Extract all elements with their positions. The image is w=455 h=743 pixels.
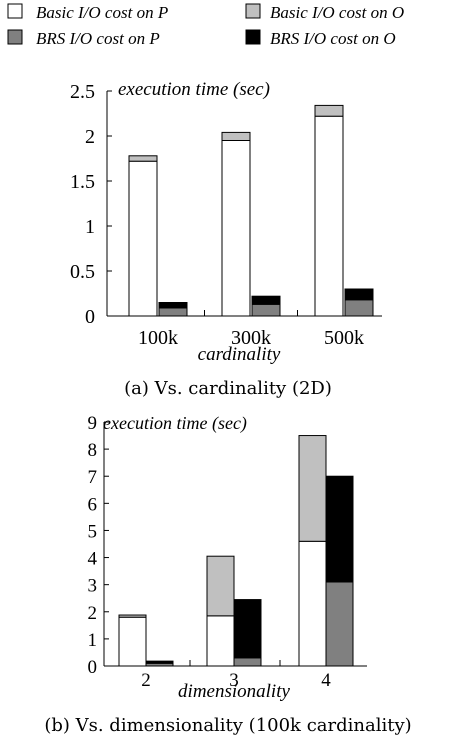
- y-tick-label: 1.5: [70, 171, 95, 193]
- y-tick-label: 3: [88, 576, 98, 597]
- legend-label-brs-p: BRS I/O cost on P: [36, 29, 160, 48]
- caption-b: (b) Vs. dimensionality (100k cardinality…: [44, 715, 411, 736]
- chart-dimensionality: execution time (sec) dimensionality (b) …: [44, 413, 411, 736]
- legend-swatch-brs-o: [245, 29, 261, 45]
- y-tick-label: 6: [88, 494, 98, 515]
- bar-brs-p-4: [325, 581, 354, 667]
- x-tick-label: 3: [229, 670, 239, 691]
- x-tick-label: 500k: [324, 327, 364, 349]
- bar-basic-o-300k: [221, 131, 251, 141]
- legend-item-brs-p: BRS I/O cost on P: [7, 29, 160, 48]
- bar-brs-o-2: [145, 660, 174, 664]
- legend-swatch-basic-p: [7, 3, 23, 19]
- bar-basic-o-4: [298, 435, 327, 542]
- y-tick-label: 0.5: [70, 261, 95, 283]
- legend-swatch-brs-p: [7, 29, 23, 45]
- caption-a: (a) Vs. cardinality (2D): [124, 378, 332, 399]
- bar-basic-o-2: [118, 614, 147, 618]
- bar-brs-o-3: [233, 599, 262, 659]
- legend-label-basic-p: Basic I/O cost on P: [36, 3, 168, 22]
- xlabel-a: cardinality: [198, 344, 281, 365]
- bar-basic-p-2: [118, 616, 147, 667]
- bar-basic-o-500k: [314, 104, 344, 117]
- bar-brs-o-300k: [251, 295, 281, 305]
- legend: Basic I/O cost on P Basic I/O cost on O …: [7, 3, 404, 48]
- bar-brs-p-3: [233, 657, 262, 667]
- bar-basic-p-3: [206, 615, 235, 667]
- x-tick-label: 2: [141, 670, 151, 691]
- y-tick-label: 8: [88, 440, 98, 461]
- y-tick-label: 2: [88, 603, 98, 624]
- bar-brs-p-300k: [251, 303, 281, 317]
- y-tick-label: 7: [88, 467, 98, 488]
- bar-basic-o-100k: [128, 155, 158, 162]
- legend-swatch-basic-o: [245, 3, 261, 19]
- bar-basic-p-100k: [128, 160, 158, 317]
- y-tick-label: 1: [85, 216, 95, 238]
- ylabel-a: execution time (sec): [118, 79, 270, 100]
- y-tick-label: 0: [88, 657, 98, 678]
- bar-basic-p-4: [298, 540, 327, 667]
- y-tick-label: 4: [88, 549, 98, 570]
- y-tick-label: 9: [88, 413, 98, 434]
- bar-brs-o-100k: [158, 302, 188, 309]
- y-tick-label: 1: [88, 630, 98, 651]
- xlabel-b: dimensionality: [178, 681, 290, 702]
- legend-item-brs-o: BRS I/O cost on O: [245, 29, 396, 48]
- y-tick-label: 2: [85, 126, 95, 148]
- y-tick-label: 2.5: [70, 81, 95, 103]
- bar-basic-o-3: [206, 555, 235, 617]
- x-tick-label: 300k: [231, 327, 271, 349]
- legend-item-basic-p: Basic I/O cost on P: [7, 3, 168, 22]
- legend-label-brs-o: BRS I/O cost on O: [270, 29, 396, 48]
- y-tick-label: 5: [88, 521, 98, 542]
- bar-brs-p-500k: [344, 299, 374, 317]
- y-tick-label: 0: [85, 306, 95, 328]
- bar-basic-p-300k: [221, 140, 251, 317]
- bar-brs-p-100k: [158, 307, 188, 317]
- bar-brs-o-500k: [344, 288, 374, 301]
- chart-cardinality: execution time (sec) cardinality (a) Vs.…: [70, 79, 382, 399]
- ylabel-b: execution time (sec): [103, 413, 247, 434]
- x-tick-label: 100k: [138, 327, 178, 349]
- legend-item-basic-o: Basic I/O cost on O: [245, 3, 404, 22]
- legend-label-basic-o: Basic I/O cost on O: [270, 3, 404, 22]
- x-tick-label: 4: [321, 670, 331, 691]
- bar-basic-p-500k: [314, 115, 344, 317]
- bar-brs-o-4: [325, 475, 354, 583]
